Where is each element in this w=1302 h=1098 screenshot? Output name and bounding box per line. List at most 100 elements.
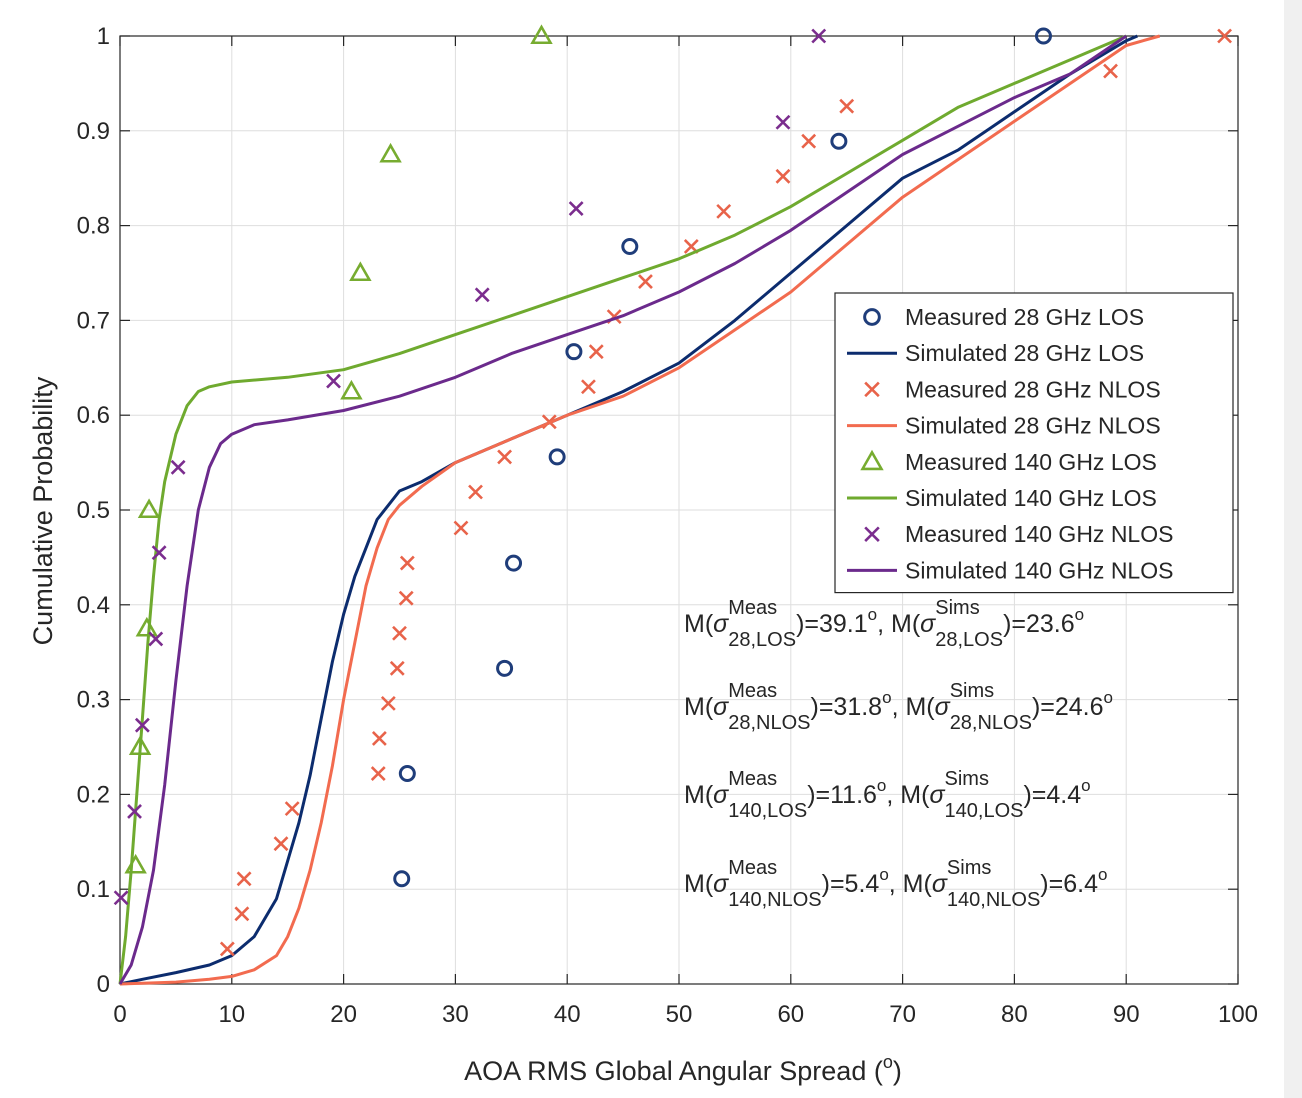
annotation-sigma: σ xyxy=(920,610,936,638)
annotation-sub: 140,LOS xyxy=(945,800,1024,822)
x-tick-label: 40 xyxy=(554,1001,581,1028)
annotation-degree: o xyxy=(868,605,877,624)
x-axis-label-sup: o xyxy=(883,1052,893,1072)
annotation-degree: o xyxy=(1081,776,1090,795)
x-tick-label: 90 xyxy=(1113,1001,1140,1028)
data-point xyxy=(372,767,385,780)
annotation-sigma: σ xyxy=(929,781,945,809)
data-point xyxy=(567,345,581,359)
y-tick-label: 0 xyxy=(97,971,110,998)
data-point xyxy=(382,697,395,710)
data-point xyxy=(550,450,564,464)
data-point xyxy=(274,837,287,850)
legend-label: Simulated 28 GHz LOS xyxy=(905,340,1144,366)
data-point xyxy=(507,556,521,570)
x-tick-label: 20 xyxy=(330,1001,357,1028)
data-point xyxy=(238,872,251,885)
annotation-sigma: σ xyxy=(713,870,729,898)
legend-label: Measured 140 GHz NLOS xyxy=(905,521,1173,547)
data-point xyxy=(840,100,853,113)
data-point xyxy=(776,116,789,129)
annotation-sup: Meas xyxy=(728,857,777,879)
x-tick-label: 100 xyxy=(1218,1001,1258,1028)
y-tick-label: 0.6 xyxy=(77,402,110,429)
annotation-sup: Meas xyxy=(728,768,777,790)
data-point xyxy=(498,450,511,463)
annotation-value: )=5.4 xyxy=(822,870,880,898)
x-axis-label: AOA RMS Global Angular Spread (o) xyxy=(464,1052,902,1086)
data-point xyxy=(393,627,406,640)
annotation-sup: Sims xyxy=(947,857,991,879)
legend-entry: Measured 140 GHz LOS xyxy=(863,449,1157,475)
annotation-sigma: σ xyxy=(713,781,729,809)
x-tick-label: 0 xyxy=(113,1001,126,1028)
data-point xyxy=(400,592,413,605)
data-point xyxy=(454,522,467,535)
annotation-sup: Meas xyxy=(728,597,777,619)
data-point xyxy=(532,27,550,43)
data-point xyxy=(590,345,603,358)
legend-entry: Measured 140 GHz NLOS xyxy=(865,521,1173,547)
legend-entry: Measured 28 GHz NLOS xyxy=(865,376,1160,402)
y-tick-label: 0.1 xyxy=(77,876,110,903)
annotation-sub: 28,NLOS xyxy=(950,712,1032,734)
median-annotations: M(σMeas 28,LOS)=39.1o, M(σSims 28,LOS)=23.… xyxy=(684,597,1113,911)
y-tick-label: 0.3 xyxy=(77,687,110,714)
annotation-sub: 28,LOS xyxy=(728,629,796,651)
x-axis-label-main: AOA RMS Global Angular Spread ( xyxy=(464,1056,883,1086)
page-edge-strip xyxy=(1284,0,1302,1098)
data-point xyxy=(382,146,400,162)
median-annotation: M(σMeas 28,NLOS)=31.8o, M(σSims 28,NLOS)=2… xyxy=(684,680,1113,734)
y-tick-label: 0.9 xyxy=(77,118,110,145)
annotation-sub: 140,NLOS xyxy=(947,889,1040,911)
annotation-sub: 28,LOS xyxy=(935,629,1003,651)
x-axis-label-end: ) xyxy=(893,1056,902,1086)
median-annotation: M(σMeas 140,LOS)=11.6o, M(σSims 140,LOS)=4… xyxy=(684,768,1091,822)
data-point xyxy=(476,288,489,301)
series-measured-140-ghz-nlos xyxy=(115,30,826,905)
y-tick-label: 1 xyxy=(97,23,110,50)
annotation-text: , M( xyxy=(889,870,933,898)
data-point xyxy=(832,134,846,148)
annotation-value: )=4.4 xyxy=(1023,781,1081,809)
data-point xyxy=(351,264,369,280)
annotation-sigma: σ xyxy=(713,693,729,721)
annotation-text: M( xyxy=(684,693,714,721)
data-point xyxy=(342,383,360,399)
data-point xyxy=(639,275,652,288)
annotation-text: M( xyxy=(684,781,714,809)
x-tick-label: 50 xyxy=(666,1001,693,1028)
annotation-degree: o xyxy=(1104,688,1113,707)
x-tick-label: 30 xyxy=(442,1001,469,1028)
legend-label: Measured 28 GHz NLOS xyxy=(905,376,1161,402)
data-point xyxy=(172,461,185,474)
data-point xyxy=(776,170,789,183)
legend-label: Measured 28 GHz LOS xyxy=(905,304,1144,330)
data-point xyxy=(1104,65,1117,78)
annotation-value: )=24.6 xyxy=(1032,693,1104,721)
annotation-sigma: σ xyxy=(935,693,951,721)
data-point xyxy=(138,620,156,636)
annotation-value: )=23.6 xyxy=(1003,610,1075,638)
annotation-degree: o xyxy=(1098,865,1107,884)
annotation-degree: o xyxy=(1075,605,1084,624)
data-point xyxy=(401,557,414,570)
legend: Measured 28 GHz LOS Simulated 28 GHz LOS M… xyxy=(835,293,1233,593)
legend-label: Measured 140 GHz LOS xyxy=(905,449,1157,475)
annotation-value: )=39.1 xyxy=(796,610,868,638)
data-point xyxy=(498,661,512,675)
data-point xyxy=(400,767,414,781)
data-point xyxy=(327,375,340,388)
data-point xyxy=(115,891,128,904)
annotation-degree: o xyxy=(879,865,888,884)
annotation-text: , M( xyxy=(877,610,921,638)
annotation-value: )=6.4 xyxy=(1040,870,1098,898)
annotation-sup: Sims xyxy=(935,597,979,619)
annotation-sub: 140,LOS xyxy=(728,800,807,822)
data-point xyxy=(570,202,583,215)
x-tick-label: 60 xyxy=(777,1001,804,1028)
y-tick-label: 0.7 xyxy=(77,307,110,334)
annotation-sup: Meas xyxy=(728,680,777,702)
annotation-text: M( xyxy=(684,610,714,638)
data-point xyxy=(623,239,637,253)
